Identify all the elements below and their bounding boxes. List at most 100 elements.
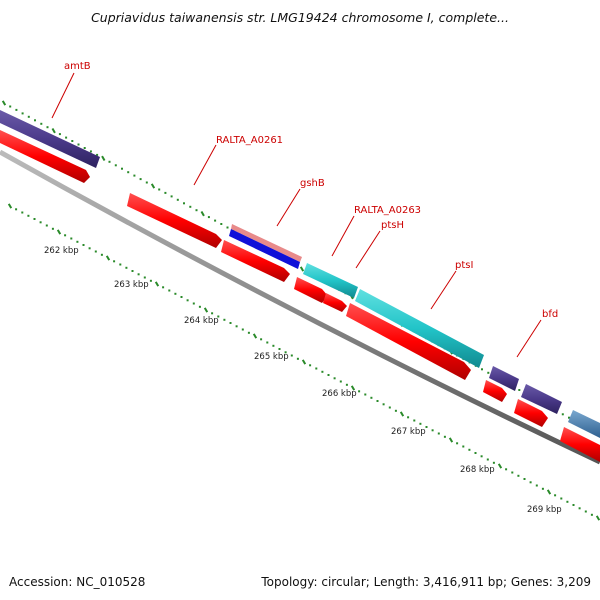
lower-minor-tick (456, 442, 459, 445)
lower-minor-tick (517, 474, 520, 477)
lower-minor-tick (229, 322, 232, 324)
gene-next[interactable] (521, 384, 562, 414)
label-RALTA-A0263[interactable]: RALTA_A0263 (354, 205, 421, 216)
gene-amtB[interactable] (0, 110, 100, 168)
gene-bfd[interactable] (489, 366, 519, 391)
lower-minor-tick (541, 487, 544, 490)
accession-text: Accession: NC_010528 (9, 575, 146, 589)
lower-minor-tick (180, 296, 183, 298)
cds-RALTA-A0261[interactable] (127, 193, 222, 248)
upper-minor-tick (27, 115, 30, 118)
upper-minor-tick (481, 368, 483, 371)
cds-gshB[interactable] (221, 240, 290, 282)
cds-bfd[interactable] (483, 380, 507, 402)
lower-major-tick (399, 411, 405, 417)
lower-minor-tick (462, 445, 465, 448)
upper-minor-tick (164, 191, 167, 194)
upper-minor-tick (21, 112, 24, 115)
upper-minor-tick (158, 188, 161, 191)
upper-minor-tick (108, 160, 111, 163)
gene-ptsI[interactable] (355, 289, 484, 368)
lower-major-tick (56, 229, 62, 235)
upper-minor-tick (15, 108, 18, 111)
upper-minor-tick (170, 195, 173, 198)
lower-minor-tick (364, 393, 367, 396)
lower-minor-tick (260, 338, 263, 341)
cds-RALTA-A0263[interactable] (294, 277, 328, 303)
lower-minor-tick (247, 331, 250, 334)
upper-minor-tick (518, 389, 521, 391)
upper-minor-tick (46, 126, 49, 129)
lower-minor-tick (584, 510, 587, 513)
lower-minor-tick (578, 507, 581, 510)
upper-minor-tick (58, 133, 61, 136)
lower-minor-tick (333, 377, 336, 380)
cds-ptsH[interactable] (323, 293, 347, 312)
lower-minor-tick (511, 471, 514, 474)
lower-minor-tick (149, 279, 152, 282)
upper-minor-tick (561, 413, 564, 416)
lower-minor-tick (382, 403, 385, 406)
cds-ptsI[interactable] (346, 303, 471, 380)
lower-minor-tick (554, 494, 557, 497)
lower-minor-tick (168, 289, 171, 292)
lower-minor-tick (370, 396, 373, 399)
lower-minor-tick (45, 224, 48, 227)
lower-minor-tick (241, 328, 244, 331)
genome-backbone (0, 149, 600, 465)
upper-minor-tick (176, 198, 179, 201)
gene-RALTA-A0263[interactable] (303, 263, 358, 298)
lower-major-tick (203, 307, 209, 313)
lower-minor-tick (119, 263, 122, 266)
cds-next[interactable] (514, 399, 548, 427)
gene-edge-steel[interactable] (568, 410, 600, 438)
tick-label-262: 262 kbp (44, 246, 79, 256)
lower-major-tick (154, 281, 160, 287)
gene-gshB-rna[interactable] (231, 224, 302, 262)
upper-minor-tick (114, 164, 117, 167)
lower-minor-tick (560, 497, 563, 500)
upper-minor-tick (226, 226, 229, 229)
upper-minor-tick (195, 209, 198, 212)
lower-minor-tick (309, 364, 312, 367)
lower-major-tick (105, 255, 111, 261)
gene-gshB[interactable] (229, 229, 300, 269)
upper-major-tick (150, 183, 156, 189)
tick-labels: 262 kbp 263 kbp 264 kbp 265 kbp 266 kbp … (44, 246, 562, 515)
lower-minor-tick (566, 500, 569, 503)
lower-minor-tick (339, 380, 342, 383)
label-bfd[interactable]: bfd (542, 309, 558, 320)
upper-minor-tick (145, 181, 148, 184)
upper-minor-tick (214, 219, 217, 222)
label-RALTA-A0261[interactable]: RALTA_A0261 (216, 135, 283, 146)
upper-minor-tick (568, 416, 570, 419)
label-ptsI[interactable]: ptsI (455, 260, 473, 271)
lower-minor-tick (76, 240, 79, 243)
label-gshB[interactable]: gshB (300, 178, 325, 189)
lower-minor-tick (100, 253, 103, 256)
lower-minor-tick (51, 227, 54, 230)
lower-minor-tick (143, 276, 146, 279)
upper-minor-tick (487, 371, 490, 374)
cds-amtB[interactable] (0, 130, 90, 183)
lower-minor-tick (535, 484, 538, 487)
lower-minor-tick (315, 367, 318, 370)
lower-minor-tick (125, 266, 128, 269)
upper-minor-tick (34, 119, 36, 122)
lower-minor-tick (358, 390, 361, 393)
label-amtB[interactable]: amtB (64, 61, 91, 72)
lower-minor-tick (278, 348, 281, 350)
upper-minor-tick (127, 171, 130, 174)
upper-minor-tick (77, 143, 80, 146)
lower-minor-tick (376, 400, 379, 402)
lower-minor-tick (321, 370, 324, 373)
lower-minor-tick (474, 452, 477, 454)
tick-label-267: 267 kbp (391, 427, 426, 437)
upper-minor-tick (183, 202, 185, 205)
label-ptsH[interactable]: ptsH (381, 220, 404, 231)
lower-minor-tick (186, 299, 189, 302)
lower-major-tick (252, 333, 258, 339)
lower-minor-tick (137, 273, 140, 276)
cds-edge-red[interactable] (560, 427, 600, 462)
